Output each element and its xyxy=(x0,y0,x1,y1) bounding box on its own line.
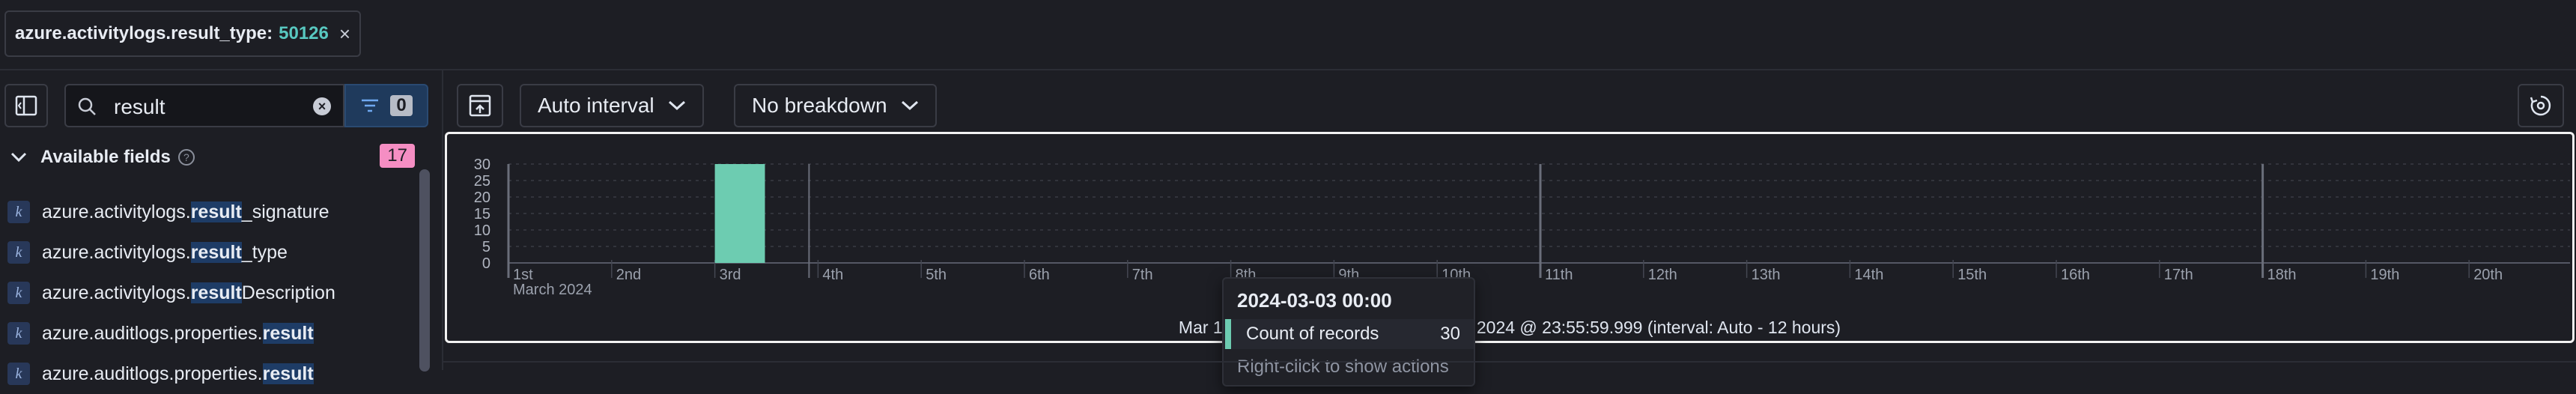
x-tick-label: 16th xyxy=(2061,267,2090,283)
breakdown-label: No breakdown xyxy=(752,94,887,117)
x-tick-label: 7th xyxy=(1132,267,1153,283)
tooltip-row: Count of records 30 xyxy=(1224,319,1474,349)
settings-reset-icon xyxy=(2530,95,2551,116)
keyword-type-icon: k xyxy=(7,201,30,223)
keyword-type-icon: k xyxy=(7,322,30,345)
chevron-down-icon xyxy=(668,100,685,111)
field-list: k azure.activitylogs.result_signature k … xyxy=(0,192,419,394)
x-tick-label: 2nd xyxy=(616,267,641,283)
x-tick-label: 12th xyxy=(1648,267,1677,283)
available-fields-count: 17 xyxy=(380,144,415,168)
x-tick-label: 14th xyxy=(1854,267,1883,283)
field-filter-button[interactable]: 0 xyxy=(344,84,428,127)
search-icon xyxy=(78,97,96,115)
tooltip-value: 30 xyxy=(1440,324,1460,344)
x-tick-label: 6th xyxy=(1029,267,1050,283)
histogram-bar xyxy=(714,164,765,263)
field-sidebar: × 0 Available fields ? 17 k azure.activi… xyxy=(0,70,443,385)
x-tick-label: 15th xyxy=(1957,267,1987,283)
x-tick-label: 11th xyxy=(1545,267,1573,283)
field-search: × xyxy=(64,84,344,127)
y-tick-label: 20 xyxy=(474,190,490,206)
available-fields-title: Available fields xyxy=(40,147,171,167)
breakdown-dropdown[interactable]: No breakdown xyxy=(734,84,937,127)
tooltip-label: Count of records xyxy=(1246,324,1379,344)
x-tick-label: 4th xyxy=(822,267,843,283)
filter-bar: azure.activitylogs.result_type: 50126 × xyxy=(0,0,2576,70)
sidebar-toggle-icon xyxy=(15,95,37,116)
histogram-chart: 30 25 20 15 10 5 0 1st 2nd 3rd 4th 5th 6th 7th 8th 9th 1… xyxy=(445,132,2575,343)
y-tick-label: 25 xyxy=(474,173,490,190)
x-tick-label: 20th xyxy=(2473,267,2503,283)
x-tick-label: 19th xyxy=(2370,267,2399,283)
field-name: azure.auditlogs.properties.result xyxy=(42,322,314,344)
keyword-type-icon: k xyxy=(7,363,30,385)
toggle-chart-button[interactable] xyxy=(457,84,503,127)
help-icon[interactable]: ? xyxy=(177,149,195,166)
list-item[interactable]: k azure.activitylogs.resultDescription xyxy=(0,273,419,313)
tooltip-swatch xyxy=(1225,319,1231,349)
list-item[interactable]: k azure.activitylogs.result_type xyxy=(0,232,419,273)
collapse-sidebar-button[interactable] xyxy=(4,84,48,127)
y-tick-label: 0 xyxy=(482,255,490,272)
x-tick-label: 17th xyxy=(2164,267,2193,283)
keyword-type-icon: k xyxy=(7,282,30,304)
field-search-input[interactable] xyxy=(112,93,295,121)
x-tick-label: 3rd xyxy=(720,267,741,283)
interval-label: Auto interval xyxy=(538,94,654,117)
filter-count-badge: 0 xyxy=(390,95,413,116)
tooltip-hint: Right-click to show actions xyxy=(1237,357,1449,377)
chart-options-button[interactable] xyxy=(2518,84,2564,127)
clear-search-button[interactable]: × xyxy=(313,97,331,115)
filter-icon xyxy=(362,99,379,112)
interval-dropdown[interactable]: Auto interval xyxy=(520,84,704,127)
field-name: azure.activitylogs.resultDescription xyxy=(42,282,335,303)
filter-pill[interactable]: azure.activitylogs.result_type: 50126 × xyxy=(4,10,362,57)
x-tick-label: 18th xyxy=(2267,267,2297,283)
x-tick-label: 1st xyxy=(513,267,533,283)
chevron-down-icon xyxy=(10,152,27,163)
divider xyxy=(443,361,2576,363)
available-fields-header[interactable]: Available fields ? 17 xyxy=(10,142,415,172)
field-name: azure.auditlogs.properties.result xyxy=(42,363,314,384)
list-item[interactable]: k azure.auditlogs.properties.result xyxy=(0,313,419,354)
sidebar-scrollbar[interactable] xyxy=(419,169,430,372)
filter-value: 50126 xyxy=(279,23,329,43)
histogram-panel: Auto interval No breakdown 30 25 20 15 10 5 0 1… xyxy=(443,70,2576,387)
x-sublabel: March 2024 xyxy=(513,282,592,298)
y-tick-label: 5 xyxy=(482,239,490,255)
field-name: azure.activitylogs.result_type xyxy=(42,241,288,263)
chart-tooltip: 2024-03-03 00:00 Count of records 30 Rig… xyxy=(1222,277,1475,387)
keyword-type-icon: k xyxy=(7,241,30,264)
list-item[interactable]: k azure.activitylogs.result_signature xyxy=(0,192,419,232)
y-tick-label: 10 xyxy=(474,222,490,239)
tooltip-title: 2024-03-03 00:00 xyxy=(1237,289,1392,312)
y-tick-label: 30 xyxy=(474,157,490,173)
filter-field: azure.activitylogs.result_type: xyxy=(15,23,273,43)
list-item[interactable]: k azure.auditlogs.properties.result xyxy=(0,354,419,394)
x-tick-label: 5th xyxy=(926,267,947,283)
chart-toggle-icon xyxy=(469,94,491,117)
chevron-down-icon xyxy=(901,100,918,111)
field-name: azure.activitylogs.result_signature xyxy=(42,201,329,222)
y-tick-label: 15 xyxy=(474,206,490,222)
close-icon[interactable]: × xyxy=(338,22,351,45)
x-tick-label: 13th xyxy=(1752,267,1781,283)
